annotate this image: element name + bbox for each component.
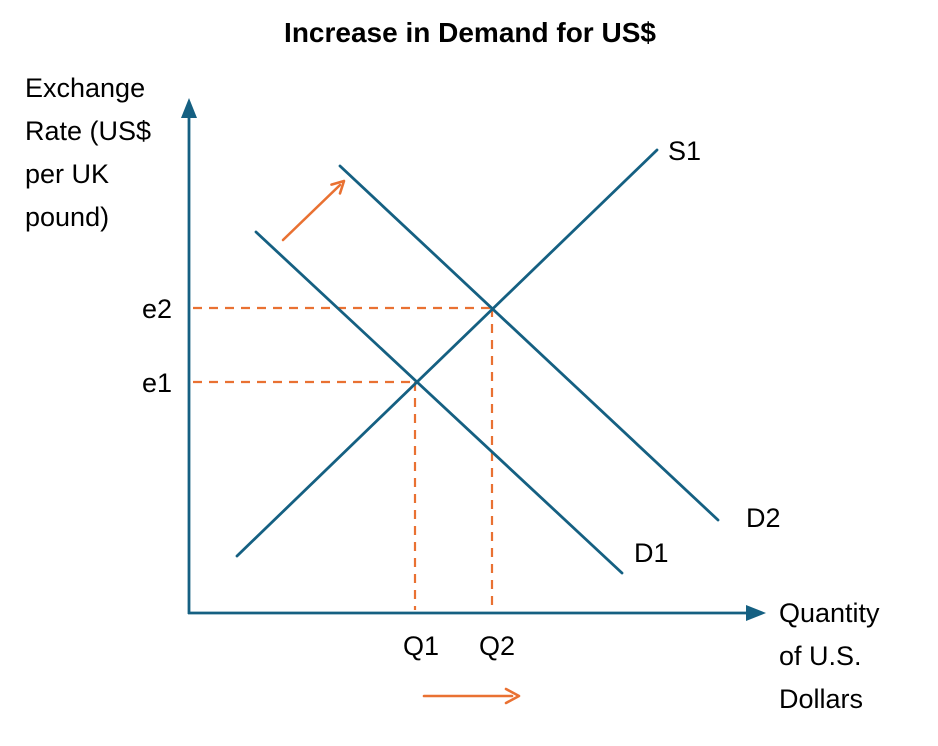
y-axis-label-line: Exchange: [25, 73, 145, 103]
diagram-title: Increase in Demand for US$: [284, 17, 656, 48]
s1-label: S1: [668, 136, 701, 166]
x-axis-label-line: Dollars: [779, 684, 863, 714]
demand-curve-d2: [338, 164, 720, 522]
x-axis-label: Quantity of U.S. Dollars: [779, 598, 880, 714]
q2-label: Q2: [479, 631, 515, 661]
y-axis-label-line: Rate (US$: [25, 116, 151, 146]
y-axis-label-line: per UK: [25, 159, 109, 189]
y-axis-label: Exchange Rate (US$ per UK pound): [25, 73, 151, 232]
x-axis-arrowhead: [746, 605, 766, 621]
e1-label: e1: [142, 368, 172, 398]
quantity-shift-arrow: [422, 687, 521, 705]
q1-label: Q1: [403, 631, 439, 661]
y-axis-arrowhead: [181, 98, 197, 118]
x-axis-label-line: Quantity: [779, 598, 880, 628]
demand-curve-d1: [254, 230, 624, 575]
quantity-shift-arrowhead: [504, 687, 521, 705]
supply-curve-s1: [235, 148, 659, 558]
d1-label: D1: [634, 538, 669, 568]
demand-shift-arrow-shaft: [281, 183, 342, 242]
d2-label: D2: [746, 503, 781, 533]
e2-label: e2: [142, 294, 172, 324]
demand-shift-arrowhead: [330, 179, 346, 195]
demand-shift-arrow: [281, 179, 346, 242]
x-axis-label-line: of U.S.: [779, 641, 862, 671]
y-axis-label-line: pound): [25, 202, 109, 232]
